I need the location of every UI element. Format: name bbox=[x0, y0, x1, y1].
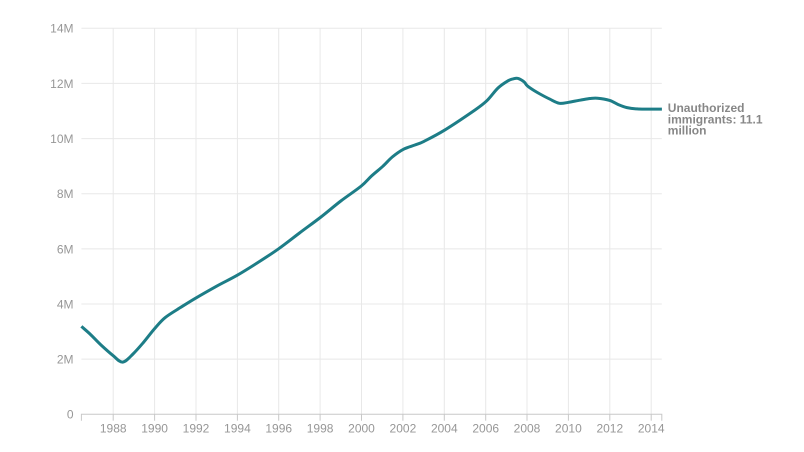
svg-text:6M: 6M bbox=[57, 242, 74, 256]
svg-text:2012: 2012 bbox=[596, 422, 623, 436]
svg-text:Unauthorized: Unauthorized bbox=[668, 101, 745, 115]
svg-text:2006: 2006 bbox=[472, 422, 499, 436]
svg-text:1990: 1990 bbox=[141, 422, 168, 436]
svg-text:1996: 1996 bbox=[265, 422, 292, 436]
svg-text:million: million bbox=[668, 124, 707, 138]
svg-text:14M: 14M bbox=[50, 22, 73, 36]
svg-text:1988: 1988 bbox=[100, 422, 127, 436]
svg-text:4M: 4M bbox=[57, 297, 74, 311]
svg-text:2008: 2008 bbox=[514, 422, 541, 436]
svg-text:2M: 2M bbox=[57, 353, 74, 367]
svg-text:2014: 2014 bbox=[638, 422, 665, 436]
svg-text:immigrants: 11.1: immigrants: 11.1 bbox=[668, 112, 763, 126]
svg-text:1998: 1998 bbox=[307, 422, 334, 436]
svg-text:10M: 10M bbox=[50, 132, 73, 146]
svg-text:8M: 8M bbox=[57, 187, 74, 201]
svg-text:1992: 1992 bbox=[183, 422, 210, 436]
svg-text:2004: 2004 bbox=[431, 422, 458, 436]
svg-text:2002: 2002 bbox=[390, 422, 417, 436]
svg-text:0: 0 bbox=[67, 408, 74, 422]
svg-text:1994: 1994 bbox=[224, 422, 251, 436]
svg-text:12M: 12M bbox=[50, 77, 73, 91]
svg-text:2010: 2010 bbox=[555, 422, 582, 436]
svg-text:2000: 2000 bbox=[348, 422, 375, 436]
